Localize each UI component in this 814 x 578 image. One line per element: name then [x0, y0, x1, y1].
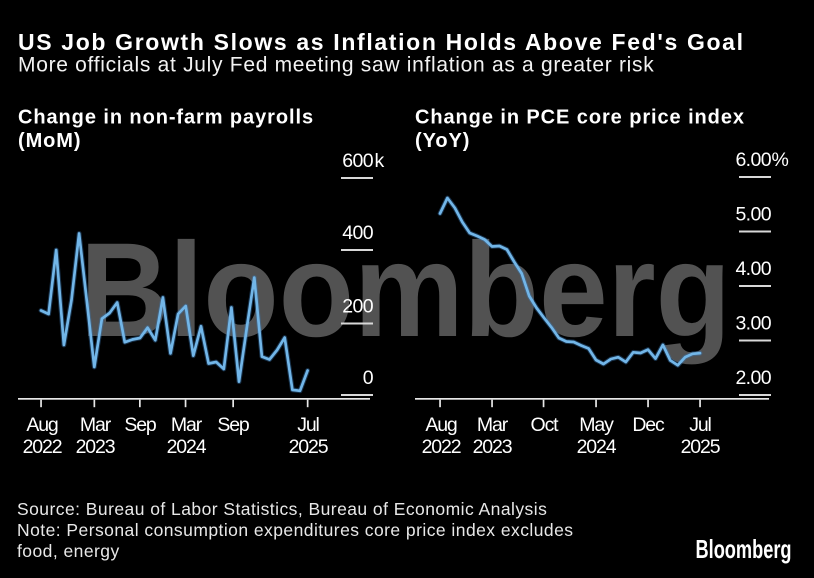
- svg-text:2023: 2023: [473, 436, 512, 458]
- svg-text:2025: 2025: [289, 436, 329, 458]
- svg-text:food, energy: food, energy: [17, 541, 120, 561]
- svg-text:5.00: 5.00: [735, 204, 771, 226]
- svg-text:Jul: Jul: [689, 414, 711, 436]
- svg-text:Sep: Sep: [217, 414, 250, 436]
- svg-text:2023: 2023: [76, 436, 115, 458]
- svg-text:Mar: Mar: [171, 414, 203, 436]
- svg-text:(MoM): (MoM): [18, 130, 81, 152]
- svg-text:400: 400: [342, 222, 373, 244]
- svg-text:Dec: Dec: [632, 414, 665, 436]
- svg-text:Sep: Sep: [124, 414, 157, 436]
- svg-text:2024: 2024: [167, 436, 207, 458]
- svg-text:6.00: 6.00: [735, 149, 771, 171]
- svg-text:Oct: Oct: [531, 414, 560, 436]
- svg-text:More officials at July Fed mee: More officials at July Fed meeting saw i…: [18, 54, 654, 77]
- svg-text:2022: 2022: [422, 436, 461, 458]
- svg-text:Source: Bureau of Labor Statis: Source: Bureau of Labor Statistics, Bure…: [17, 499, 547, 519]
- svg-text:200: 200: [342, 296, 373, 318]
- svg-text:(YoY): (YoY): [415, 130, 470, 152]
- svg-text:%: %: [772, 149, 789, 171]
- svg-text:May: May: [579, 414, 614, 436]
- svg-text:k: k: [375, 150, 385, 172]
- svg-text:2024: 2024: [577, 436, 617, 458]
- svg-text:3.00: 3.00: [735, 313, 771, 335]
- svg-text:2022: 2022: [23, 436, 62, 458]
- svg-text:Aug: Aug: [425, 414, 457, 436]
- svg-text:Mar: Mar: [477, 414, 509, 436]
- svg-text:Aug: Aug: [26, 414, 58, 436]
- svg-text:US Job Growth Slows as Inflati: US Job Growth Slows as Inflation Holds A…: [18, 29, 745, 55]
- svg-text:4.00: 4.00: [735, 258, 771, 280]
- svg-text:Bloomberg: Bloomberg: [696, 535, 792, 564]
- svg-text:0: 0: [363, 367, 374, 389]
- svg-text:Change in non-farm payrolls: Change in non-farm payrolls: [18, 107, 314, 129]
- svg-text:Jul: Jul: [297, 414, 319, 436]
- svg-text:600: 600: [342, 150, 373, 172]
- svg-text:Change in PCE core price index: Change in PCE core price index: [415, 107, 745, 129]
- svg-text:Bloomberg: Bloomberg: [80, 216, 731, 365]
- svg-text:2025: 2025: [681, 436, 721, 458]
- svg-text:Mar: Mar: [80, 414, 112, 436]
- svg-text:Note: Personal consumption exp: Note: Personal consumption expenditures …: [17, 520, 574, 540]
- svg-text:2.00: 2.00: [735, 367, 771, 389]
